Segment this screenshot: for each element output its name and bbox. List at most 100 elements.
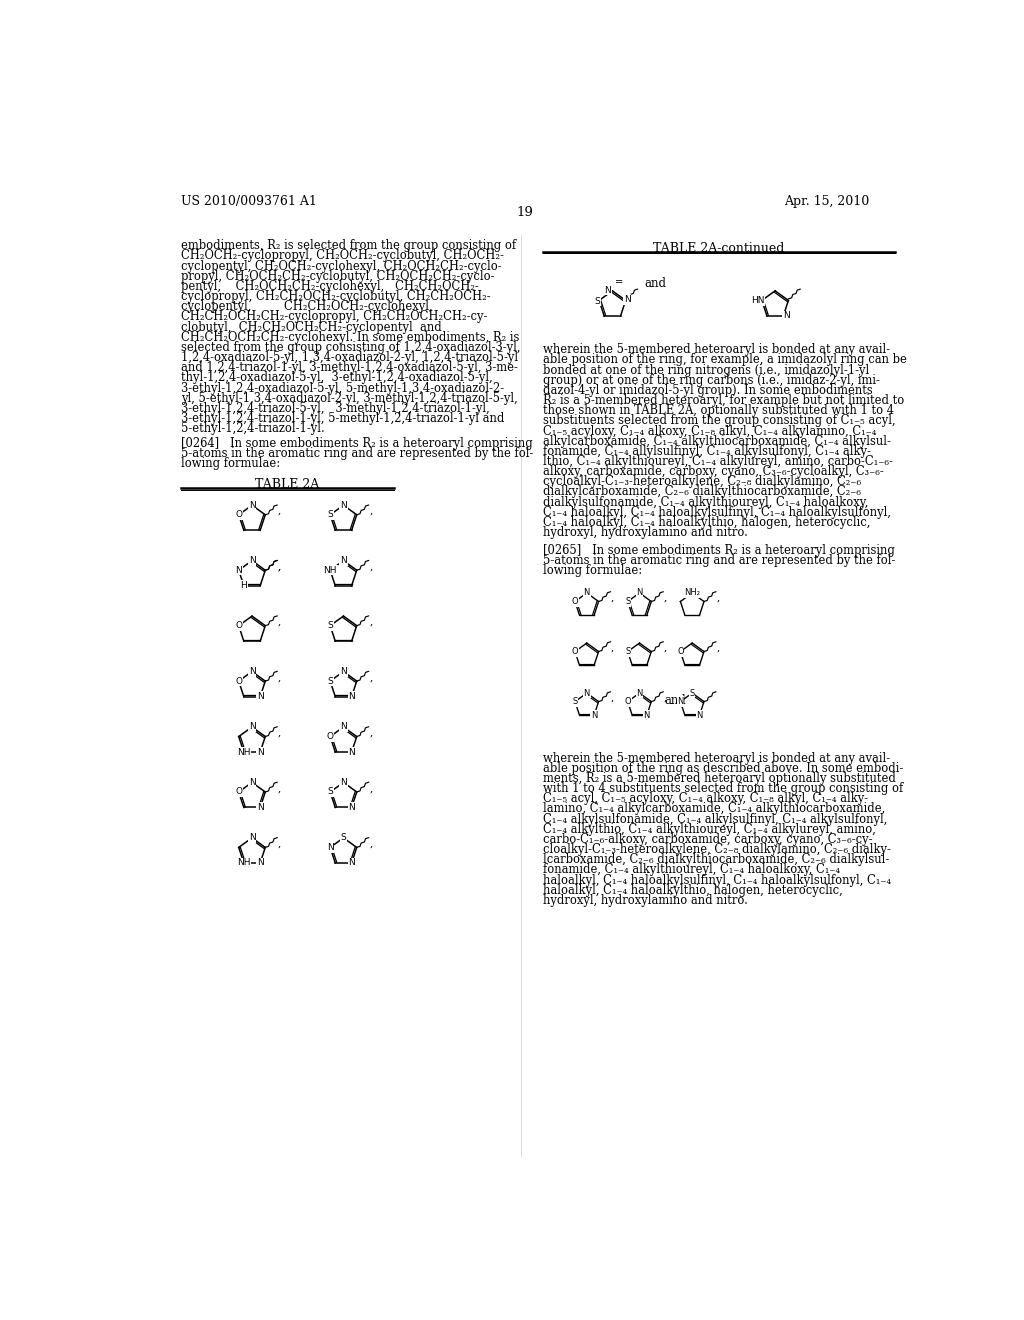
Text: cyclopropyl, CH₂CH₂OCH₂-cyclobutyl, CH₂CH₂OCH₂-: cyclopropyl, CH₂CH₂OCH₂-cyclobutyl, CH₂C… (180, 290, 490, 304)
Text: lamino, C₁₋₄ alkylcarboxamide, C₁₋₄ alkylthiocarboxamide,: lamino, C₁₋₄ alkylcarboxamide, C₁₋₄ alky… (543, 803, 885, 816)
Text: TABLE 2A: TABLE 2A (255, 478, 319, 491)
Text: lowing formulae:: lowing formulae: (543, 565, 642, 577)
Text: ,: , (278, 673, 281, 682)
Text: ,: , (370, 729, 373, 738)
Text: ,: , (278, 507, 281, 516)
Text: N: N (604, 285, 611, 294)
Text: ments, R₂ is a 5-membered heteroaryl optionally substituted: ments, R₂ is a 5-membered heteroaryl opt… (543, 772, 896, 785)
Text: O: O (571, 597, 579, 606)
Text: N: N (249, 722, 255, 731)
Text: dialkylsulfonamide, C₁₋₄ alkylthioureyl, C₁₋₄ haloalkoxy,: dialkylsulfonamide, C₁₋₄ alkylthioureyl,… (543, 496, 868, 508)
Text: ,: , (664, 644, 667, 653)
Text: alkoxy, carboxamide, carboxy, cyano, C₃₋₆-cycloalkyl, C₃₋₆-: alkoxy, carboxamide, carboxy, cyano, C₃₋… (543, 465, 884, 478)
Text: ,: , (278, 784, 281, 793)
Text: able position of the ring, for example, a imidazolyl ring can be: able position of the ring, for example, … (543, 354, 906, 367)
Text: N: N (348, 747, 355, 756)
Text: O: O (236, 788, 243, 796)
Text: and 1,2,4-triazol-1-yl, 3-methyl-1,2,4-oxadiazol-5-yl, 3-me-: and 1,2,4-triazol-1-yl, 3-methyl-1,2,4-o… (180, 362, 517, 374)
Text: 3-ethyl-1,2,4-triazol-1-yl, 5-methyl-1,2,4-triazol-1-yl and: 3-ethyl-1,2,4-triazol-1-yl, 5-methyl-1,2… (180, 412, 504, 425)
Text: able position of the ring as described above. In some embodi-: able position of the ring as described a… (543, 762, 903, 775)
Text: ,: , (278, 618, 281, 627)
Text: ,: , (278, 562, 281, 572)
Text: O: O (236, 511, 243, 519)
Text: 5-atoms in the aromatic ring and are represented by the fol-: 5-atoms in the aromatic ring and are rep… (180, 447, 534, 461)
Text: ,: , (370, 840, 373, 849)
Text: ,: , (278, 562, 281, 572)
Text: N: N (783, 312, 790, 321)
Text: cyclopentyl,         CH₂CH₂OCH₂-cyclohexyl,: cyclopentyl, CH₂CH₂OCH₂-cyclohexyl, (180, 300, 432, 313)
Text: C₁₋₄ alkylthio, C₁₋₄ alkylthioureyl, C₁₋₄ alkylureyl, amino,: C₁₋₄ alkylthio, C₁₋₄ alkylthioureyl, C₁₋… (543, 822, 876, 836)
Text: N: N (340, 777, 347, 787)
Text: N: N (340, 722, 347, 731)
Text: S: S (328, 511, 333, 519)
Text: C₁₋₄ haloalkyl, C₁₋₄ haloalkylthio, halogen, heterocyclic,: C₁₋₄ haloalkyl, C₁₋₄ haloalkylthio, halo… (543, 516, 870, 529)
Text: clobutyl,  CH₂CH₂OCH₂CH₂-cyclopentyl  and: clobutyl, CH₂CH₂OCH₂CH₂-cyclopentyl and (180, 321, 441, 334)
Text: embodiments, R₂ is selected from the group consisting of: embodiments, R₂ is selected from the gro… (180, 239, 516, 252)
Text: O: O (327, 733, 334, 741)
Text: S: S (625, 597, 631, 606)
Text: Apr. 15, 2010: Apr. 15, 2010 (783, 195, 869, 209)
Text: N: N (340, 556, 347, 565)
Text: N: N (348, 858, 355, 867)
Text: C₁₋₄ alkylsulfonamide, C₁₋₄ alkylsulfinyl, C₁₋₄ alkylsulfonyl,: C₁₋₄ alkylsulfonamide, C₁₋₄ alkylsulfiny… (543, 813, 887, 825)
Text: O: O (236, 677, 243, 685)
Text: TABLE 2A-continued: TABLE 2A-continued (653, 242, 784, 255)
Text: ,: , (611, 644, 614, 653)
Text: ,: , (664, 694, 667, 702)
Text: [0264]   In some embodiments R₂ is a heteroaryl comprising: [0264] In some embodiments R₂ is a heter… (180, 437, 532, 450)
Text: 1,2,4-oxadiazol-5-yl, 1,3,4-oxadiazol-2-yl, 1,2,4-triazol-5-yl: 1,2,4-oxadiazol-5-yl, 1,3,4-oxadiazol-2-… (180, 351, 518, 364)
Text: S: S (689, 689, 695, 697)
Text: hydroxyl, hydroxylamino and nitro.: hydroxyl, hydroxylamino and nitro. (543, 527, 748, 539)
Text: NH: NH (237, 747, 251, 756)
Text: N: N (257, 858, 263, 867)
Text: 5-ethyl-1,2,4-triazol-1-yl.: 5-ethyl-1,2,4-triazol-1-yl. (180, 422, 325, 436)
Text: N: N (257, 747, 263, 756)
Text: O: O (571, 647, 579, 656)
Text: N: N (636, 589, 643, 598)
Text: thyl-1,2,4-oxadiazol-5-yl,  3-ethyl-1,2,4-oxadiazol-5-yl,: thyl-1,2,4-oxadiazol-5-yl, 3-ethyl-1,2,4… (180, 371, 493, 384)
Text: S: S (341, 833, 346, 842)
Text: propyl, CH₂OCH₂CH₂-cyclobutyl, CH₂OCH₂CH₂-cyclo-: propyl, CH₂OCH₂CH₂-cyclobutyl, CH₂OCH₂CH… (180, 269, 495, 282)
Text: N: N (340, 667, 347, 676)
Text: N: N (584, 689, 590, 697)
Text: ,: , (611, 694, 614, 702)
Text: CH₂CH₂OCH₂CH₂-cyclohexyl. In some embodiments, R₂ is: CH₂CH₂OCH₂CH₂-cyclohexyl. In some embodi… (180, 331, 519, 343)
Text: ,: , (370, 562, 373, 572)
Text: N: N (624, 296, 631, 304)
Text: wherein the 5-membered heteroaryl is bonded at any avail-: wherein the 5-membered heteroaryl is bon… (543, 751, 890, 764)
Text: R₂ is a 5-membered heteroaryl, for example but not limited to: R₂ is a 5-membered heteroaryl, for examp… (543, 395, 904, 407)
Text: S: S (328, 677, 333, 685)
Text: dialkylcarboxamide, C₂₋₆ dialkylthiocarboxamide, C₂₋₆: dialkylcarboxamide, C₂₋₆ dialkylthiocarb… (543, 486, 860, 499)
Text: O: O (625, 697, 631, 706)
Text: and: and (644, 277, 667, 290)
Text: haloalkyl, C₁₋₄ haloalkylthio, halogen, heterocyclic,: haloalkyl, C₁₋₄ haloalkylthio, halogen, … (543, 884, 843, 896)
Text: pentyl,    CH₂OCH₂CH₂-cyclohexyl,   CH₂CH₂OCH₂-: pentyl, CH₂OCH₂CH₂-cyclohexyl, CH₂CH₂OCH… (180, 280, 478, 293)
Text: ,: , (370, 784, 373, 793)
Text: lthio, C₁₋₄ alkylthioureyl, C₁₋₄ alkylureyl, amino, carbo-C₁₋₆-: lthio, C₁₋₄ alkylthioureyl, C₁₋₄ alkylur… (543, 455, 893, 469)
Text: fonamide, C₁₋₄ alkylthioureyl, C₁₋₄ haloalkoxy, C₁₋₄: fonamide, C₁₋₄ alkylthioureyl, C₁₋₄ halo… (543, 863, 840, 876)
Text: N: N (327, 843, 334, 851)
Text: those shown in TABLE 2A, optionally substituted with 1 to 4: those shown in TABLE 2A, optionally subs… (543, 404, 894, 417)
Text: ,: , (370, 507, 373, 516)
Text: ,: , (370, 618, 373, 627)
Text: 19: 19 (516, 206, 534, 219)
Text: lowing formulae:: lowing formulae: (180, 457, 280, 470)
Text: cloalkyl-C₁₋₃-heteroalkylene, C₂₋₈ dialkylamino, C₂₋₆ dialky-: cloalkyl-C₁₋₃-heteroalkylene, C₂₋₈ dialk… (543, 843, 891, 857)
Text: ,: , (278, 840, 281, 849)
Text: NH: NH (324, 566, 337, 574)
Text: N: N (249, 500, 255, 510)
Text: N: N (644, 711, 650, 719)
Text: N: N (257, 803, 263, 812)
Text: NH: NH (237, 858, 251, 867)
Text: cycloalkyl-C₁₋₃-heteroalkylene, C₂₋₈ dialkylamino, C₂₋₆: cycloalkyl-C₁₋₃-heteroalkylene, C₂₋₈ dia… (543, 475, 861, 488)
Text: ,: , (664, 594, 667, 603)
Text: H: H (241, 581, 247, 590)
Text: bonded at one of the ring nitrogens (i.e., imidazolyl-1-yl: bonded at one of the ring nitrogens (i.e… (543, 363, 869, 376)
Text: S: S (572, 697, 578, 706)
Text: HN: HN (752, 296, 765, 305)
Text: C₁₋₅ acyloxy, C₁₋₄ alkoxy, C₁₋₈ alkyl, C₁₋₄ alkylamino, C₁₋₄: C₁₋₅ acyloxy, C₁₋₄ alkoxy, C₁₋₈ alkyl, C… (543, 425, 876, 437)
Text: ,: , (370, 673, 373, 682)
Text: ,: , (278, 729, 281, 738)
Text: substituents selected from the group consisting of C₁₋₅ acyl,: substituents selected from the group con… (543, 414, 895, 428)
Text: with 1 to 4 substituents selected from the group consisting of: with 1 to 4 substituents selected from t… (543, 781, 903, 795)
